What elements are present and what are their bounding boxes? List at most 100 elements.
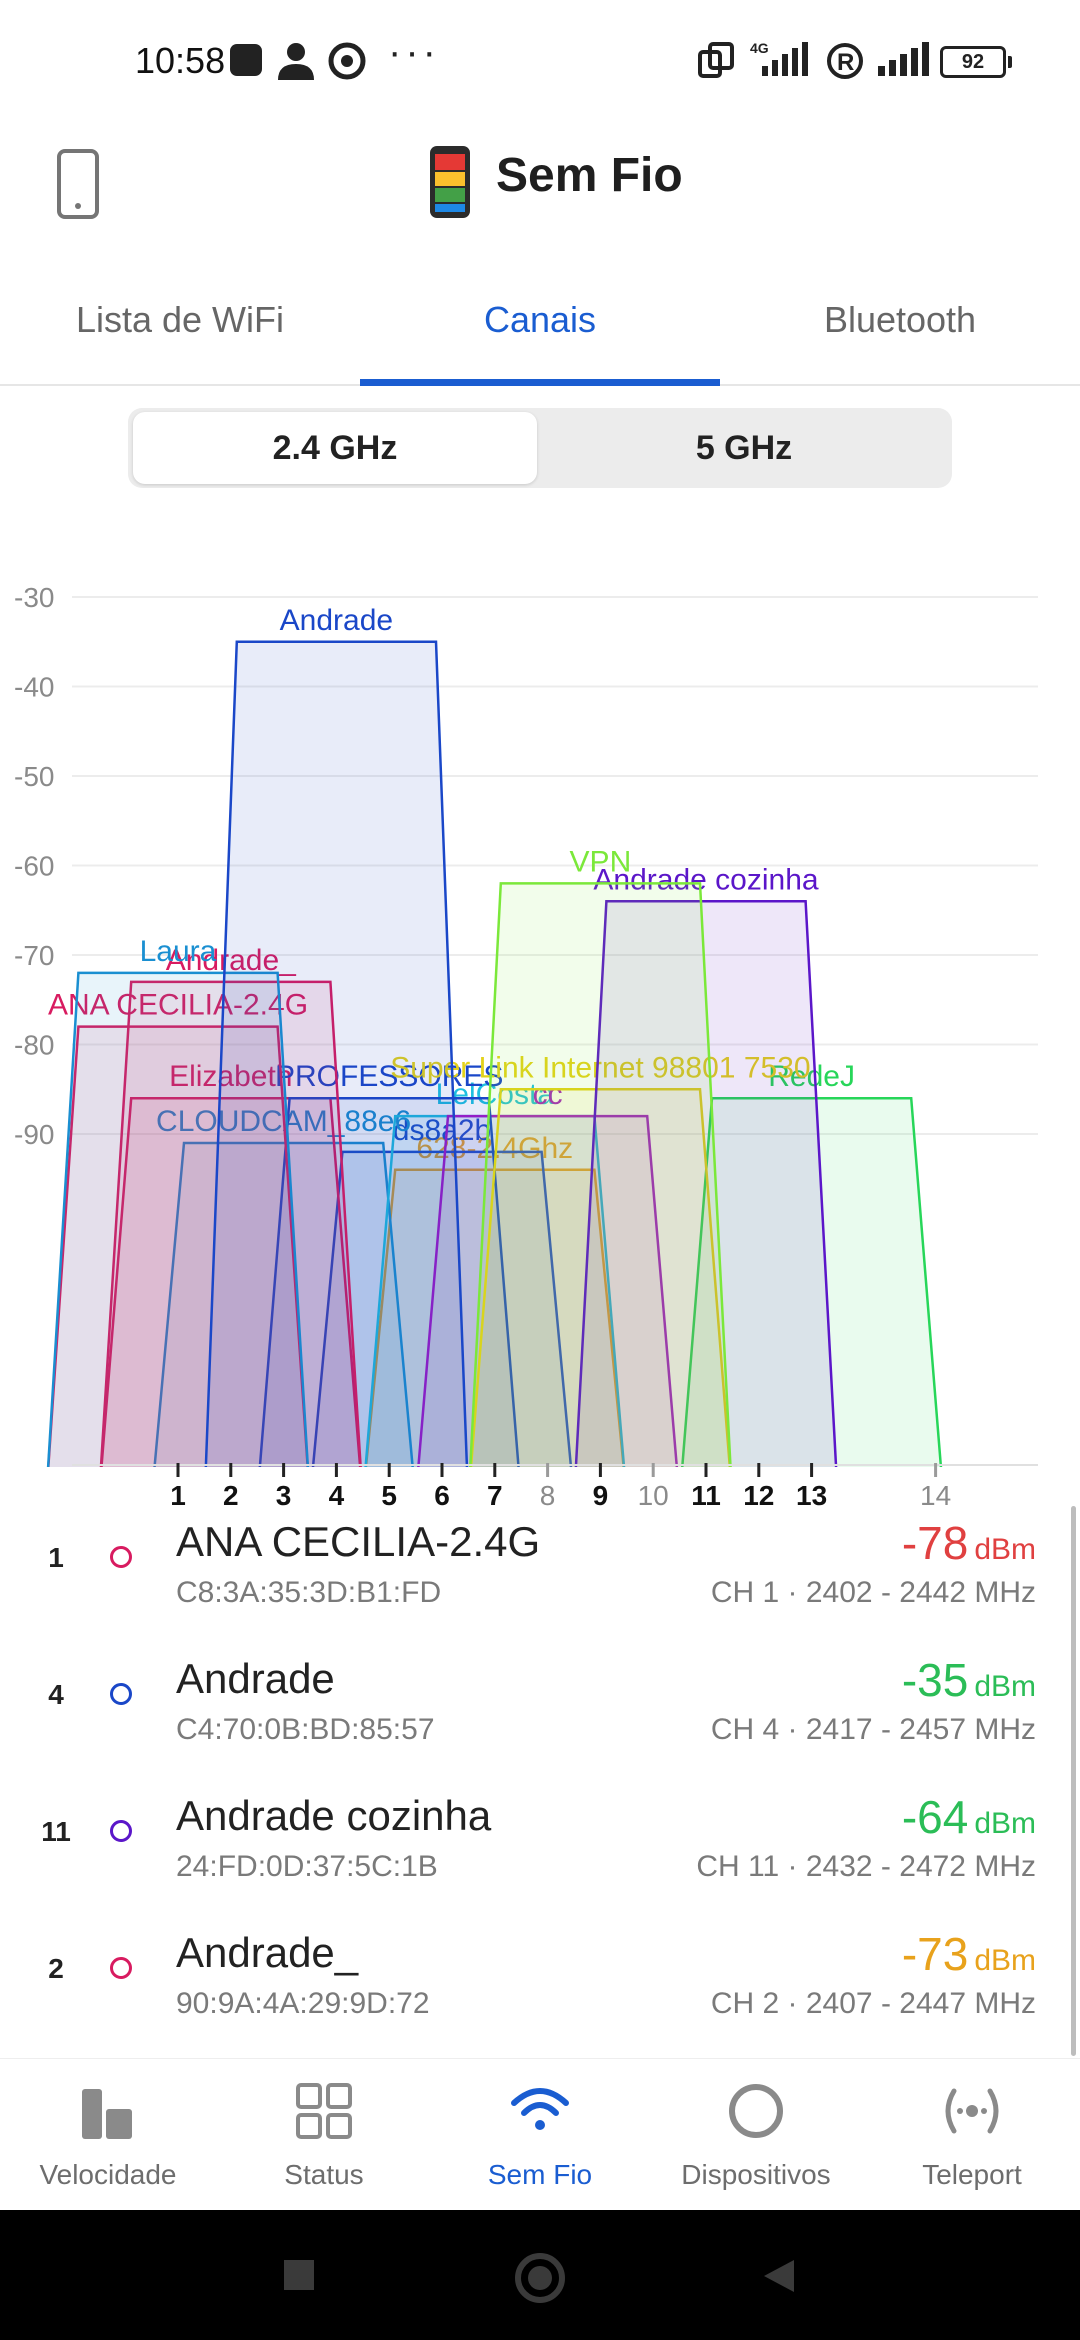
y-tick-label: -60 xyxy=(14,851,54,882)
x-tick-label: 11 xyxy=(691,1480,721,1510)
channel-info: CH 1 · 2402 - 2442 MHz xyxy=(710,1576,1036,1609)
nav-velocidade[interactable]: Velocidade xyxy=(0,2059,216,2211)
band-selector: 2.4 GHz 5 GHz xyxy=(128,408,952,488)
x-axis-background xyxy=(0,1467,1080,1510)
tab-wifi-list[interactable]: Lista de WiFi xyxy=(75,299,285,340)
chrome-icon xyxy=(328,42,366,80)
list-item[interactable]: 2 Andrade_ 90:9A:4A:29:9D:72 -73 dBm CH 2… xyxy=(0,1911,1080,2048)
network-mac: C4:70:0B:BD:85:57 xyxy=(176,1713,435,1746)
y-tick-label: -90 xyxy=(14,1119,54,1150)
network-ssid: Andrade_ xyxy=(176,1929,359,1976)
y-tick-label: -40 xyxy=(14,672,54,703)
channel-number: 2 xyxy=(48,1953,64,1984)
list-item[interactable]: 1 ANA CECILIA-2.4G C8:3A:35:3D:B1:FD -78… xyxy=(0,1500,1080,1637)
wifi-icon xyxy=(511,2088,569,2130)
status-time: 10:58 xyxy=(135,40,226,81)
tab-indicator xyxy=(360,379,720,386)
network-mac: 90:9A:4A:29:9D:72 xyxy=(176,1987,430,2020)
network-label: ANA CECILIA-2.4G xyxy=(48,989,308,1022)
svg-text:R: R xyxy=(837,49,854,76)
network-ssid: Andrade cozinha xyxy=(176,1792,492,1839)
more-notifications-icon: ··· xyxy=(388,30,440,74)
x-tick-label: 4 xyxy=(329,1480,345,1510)
home-button[interactable] xyxy=(512,2250,568,2306)
signal-strength: -64 dBm xyxy=(902,1790,1036,1844)
speed-bars-icon xyxy=(82,2089,132,2139)
signal-strength: -78 dBm xyxy=(902,1516,1036,1570)
chart-series: 628-2.4Ghzds8a2bCLOUDCAM_88e6LelCostaccR… xyxy=(45,604,945,1497)
signal-unit: dBm xyxy=(974,1670,1036,1703)
channel-number: 1 xyxy=(48,1542,64,1573)
network-series: ANA CECILIA-2.4G xyxy=(45,989,311,1497)
phone-icon[interactable] xyxy=(56,148,100,220)
network-mac: C8:3A:35:3D:B1:FD xyxy=(176,1576,442,1609)
chart-grid xyxy=(72,596,1038,1135)
nav-dispositivos[interactable]: Dispositivos xyxy=(648,2059,864,2211)
x-tick-label: 6 xyxy=(434,1480,450,1510)
signal-value: -35 xyxy=(901,1654,969,1706)
nav-label: Status xyxy=(284,2159,364,2190)
nav-status[interactable]: Status xyxy=(216,2059,432,2211)
network-area xyxy=(467,882,734,1497)
nav-teleport[interactable]: Teleport xyxy=(864,2059,1080,2211)
signal-icon xyxy=(878,42,929,76)
network-label: Andrade xyxy=(280,604,393,637)
page-title: Sem Fio xyxy=(496,149,683,202)
nav-sem-fio[interactable]: Sem Fio xyxy=(432,2059,648,2211)
person-icon xyxy=(278,43,314,80)
signal-unit: dBm xyxy=(974,1533,1036,1566)
network-color-icon xyxy=(110,1546,132,1568)
scrollbar[interactable] xyxy=(1071,1506,1076,2056)
recents-button[interactable] xyxy=(282,2258,318,2294)
network-label: Andrade cozinha xyxy=(593,863,818,896)
network-label: ds8a2b xyxy=(393,1114,491,1147)
channel-info: CH 2 · 2407 - 2447 MHz xyxy=(710,1987,1036,2020)
network-series: VPN xyxy=(467,845,734,1497)
roaming-icon: R xyxy=(827,43,863,79)
band-5ghz-button[interactable]: 5 GHz xyxy=(695,429,793,467)
network-label: cc xyxy=(533,1078,563,1111)
channel-number: 4 xyxy=(48,1679,64,1710)
network-mac: 24:FD:0D:37:5C:1B xyxy=(176,1850,438,1883)
network-type: 4G xyxy=(750,40,769,56)
signal-value: -73 xyxy=(901,1928,969,1980)
y-axis: -30 -40 -50 -60 -70 -80 -90 xyxy=(14,582,54,1150)
network-label: RedeJ xyxy=(768,1060,855,1093)
signal-unit: dBm xyxy=(974,1807,1036,1840)
x-tick-label: 3 xyxy=(276,1480,292,1510)
battery-icon: 92 xyxy=(940,46,1012,78)
x-tick-label: 9 xyxy=(593,1480,609,1510)
tab-bluetooth[interactable]: Bluetooth xyxy=(823,299,977,340)
back-button[interactable] xyxy=(758,2256,798,2296)
x-tick-label: 1 xyxy=(170,1480,186,1510)
channel-info: CH 11 · 2432 - 2472 MHz xyxy=(696,1850,1036,1883)
network-label: LelCosta xyxy=(436,1078,555,1111)
list-item[interactable]: 11 Andrade cozinha 24:FD:0D:37:5C:1B -64… xyxy=(0,1774,1080,1911)
x-tick-label: 5 xyxy=(381,1480,397,1510)
network-series: PROFESSORES xyxy=(256,1060,523,1497)
network-label: PROFESSORES xyxy=(275,1060,503,1093)
grid-icon xyxy=(296,2083,352,2139)
x-tick-label: 12 xyxy=(743,1480,774,1510)
x-tick-label: 2 xyxy=(223,1480,239,1510)
tab-channels[interactable]: Canais xyxy=(483,299,597,340)
channel-number: 11 xyxy=(41,1816,71,1847)
app-logo-icon xyxy=(430,146,470,218)
nav-label: Dispositivos xyxy=(681,2159,831,2190)
system-nav-bar xyxy=(0,2210,1080,2340)
teleport-icon xyxy=(945,2088,999,2134)
network-ssid: ANA CECILIA-2.4G xyxy=(176,1518,541,1565)
x-axis: 1 2 3 4 5 6 7 8 9 10 11 12 13 14 xyxy=(0,1463,1080,1510)
list-item[interactable]: 4 Andrade C4:70:0B:BD:85:57 -35 dBm CH 4 … xyxy=(0,1637,1080,1774)
nav-label: Velocidade xyxy=(39,2159,177,2190)
app-bar: Sem Fio xyxy=(0,126,1080,256)
band-24ghz-button[interactable]: 2.4 GHz xyxy=(133,412,537,484)
x-tick-label: 14 xyxy=(920,1480,951,1510)
signal-value: -78 xyxy=(901,1517,969,1569)
x-tick-label: 7 xyxy=(487,1480,503,1510)
x-tick-label: 8 xyxy=(540,1480,556,1510)
y-tick-label: -50 xyxy=(14,761,54,792)
signal-value: -64 xyxy=(901,1791,969,1843)
network-color-icon xyxy=(110,1957,132,1979)
circle-icon xyxy=(729,2084,783,2138)
